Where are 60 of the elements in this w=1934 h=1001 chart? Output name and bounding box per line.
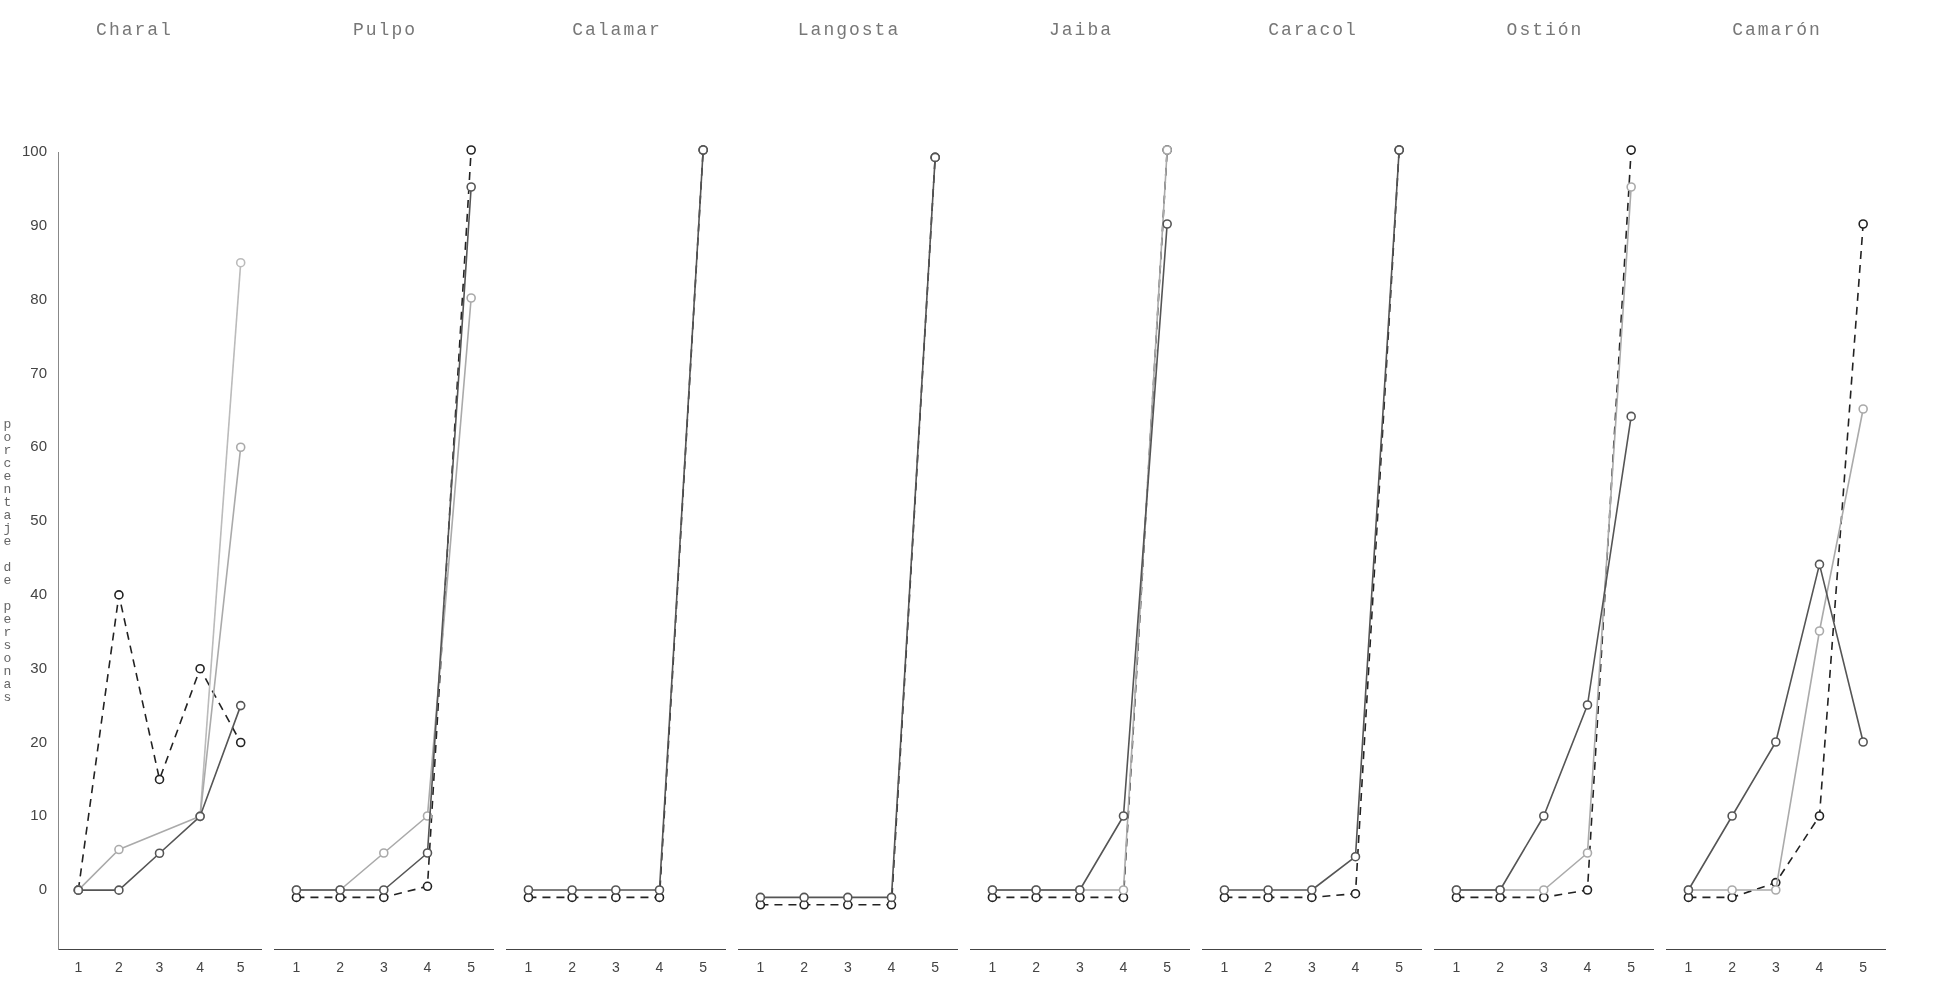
x-tick-label: 1 — [74, 959, 83, 976]
x-tick-label: 1 — [292, 959, 301, 976]
chart-title: Jaiba — [1048, 20, 1113, 42]
y-tick-label: 0 — [38, 880, 48, 898]
y-tick-label: 100 — [22, 142, 48, 160]
x-tick-label: 4 — [887, 959, 896, 976]
x-tick-label: 3 — [1539, 959, 1548, 976]
x-tick-label: 5 — [1163, 959, 1172, 976]
x-tick-label: 4 — [196, 959, 205, 976]
x-tick-label: 1 — [988, 959, 997, 976]
chart-title: Ostión — [1506, 20, 1584, 42]
x-tick-label: 4 — [655, 959, 664, 976]
x-tick-label: 1 — [1452, 959, 1461, 976]
x-tick-label: 3 — [155, 959, 164, 976]
y-tick-label: 30 — [30, 658, 48, 676]
y-tick-label: 50 — [30, 511, 48, 529]
x-tick-label: 5 — [1859, 959, 1868, 976]
x-tick-label: 3 — [379, 959, 388, 976]
chart-title: Pulpo — [352, 20, 417, 42]
x-tick-label: 3 — [1075, 959, 1084, 976]
y-tick-label: 20 — [30, 732, 48, 750]
y-tick-label: 70 — [30, 363, 48, 381]
chart-title: Camarón — [1732, 20, 1822, 42]
x-tick-label: 4 — [1351, 959, 1360, 976]
x-tick-label: 2 — [568, 959, 577, 976]
chart-title: Caracol — [1268, 20, 1358, 42]
x-tick-label: 3 — [611, 959, 620, 976]
x-tick-label: 1 — [1220, 959, 1229, 976]
x-tick-label: 1 — [524, 959, 533, 976]
x-tick-label: 4 — [1815, 959, 1824, 976]
x-tick-label: 4 — [1583, 959, 1592, 976]
x-tick-label: 2 — [115, 959, 124, 976]
x-tick-label: 2 — [1496, 959, 1505, 976]
chart-title: Charal — [96, 20, 173, 42]
x-tick-label: 5 — [1627, 959, 1636, 976]
x-tick-label: 5 — [1395, 959, 1404, 976]
x-tick-label: 5 — [699, 959, 708, 976]
x-tick-label: 5 — [467, 959, 476, 976]
y-tick-label: 10 — [30, 806, 48, 824]
x-tick-label: 2 — [1728, 959, 1737, 976]
y-tick-label: 90 — [30, 215, 48, 233]
x-tick-label: 2 — [336, 959, 345, 976]
x-tick-label: 5 — [236, 959, 245, 976]
y-tick-label: 60 — [30, 437, 48, 455]
x-tick-label: 2 — [1032, 959, 1041, 976]
x-tick-label: 1 — [1684, 959, 1693, 976]
y-tick-label: 40 — [30, 585, 48, 603]
y-axis-title: porcentaje de personas — [0, 417, 15, 703]
x-tick-label: 4 — [423, 959, 432, 976]
x-tick-label: 3 — [843, 959, 852, 976]
chart-title: Langosta — [797, 20, 901, 42]
y-tick-label: 80 — [30, 289, 48, 307]
x-tick-label: 3 — [1771, 959, 1780, 976]
x-tick-label: 1 — [756, 959, 765, 976]
x-tick-label: 2 — [1264, 959, 1273, 976]
chart-title: Calamar — [572, 20, 662, 42]
x-tick-label: 3 — [1307, 959, 1316, 976]
x-tick-label: 5 — [931, 959, 940, 976]
x-tick-label: 2 — [800, 959, 809, 976]
x-tick-label: 4 — [1119, 959, 1128, 976]
